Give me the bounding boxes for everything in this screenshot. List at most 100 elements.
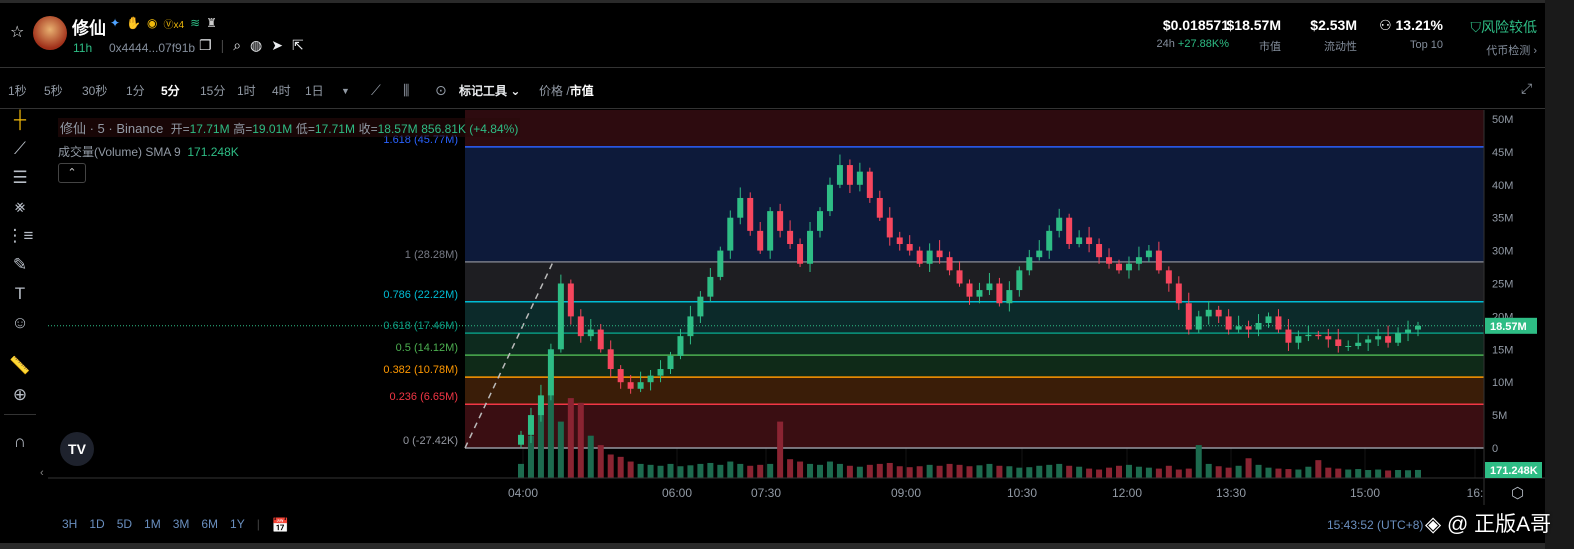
volume-bar <box>627 461 634 478</box>
open-value: 17.71M <box>189 122 230 136</box>
volume-bar <box>717 464 724 478</box>
tf-dropdown-icon[interactable]: ▼ <box>341 85 350 96</box>
candle-body <box>1086 237 1093 245</box>
price-value: $0.018571 <box>1162 17 1229 33</box>
scrollbar[interactable] <box>1545 0 1574 549</box>
telegram-icon[interactable]: ➤ <box>271 37 283 53</box>
mcap-toggle[interactable]: 市值 <box>569 84 594 98</box>
tf-5m[interactable]: 5分 <box>161 84 180 98</box>
price-chart[interactable]: 0 (-27.42K) 0.236 (6.65M) 0.382 (10.78M) 0.… <box>0 0 1545 510</box>
liquidity-label: 流动性 <box>1324 41 1357 53</box>
candle-body <box>1315 334 1322 337</box>
tf-1s[interactable]: 1秒 <box>8 84 27 98</box>
candle-body <box>697 296 704 317</box>
goto-date-icon[interactable]: 📅 <box>271 517 290 533</box>
volume-bar <box>577 402 584 478</box>
favorite-star-icon[interactable]: ☆ <box>10 24 25 41</box>
range-3h[interactable]: 3H <box>62 517 78 531</box>
stat-price: $0.018571 24h +27.88K% <box>1157 17 1230 50</box>
tf-30s[interactable]: 30秒 <box>82 84 108 98</box>
range-1d[interactable]: 1D <box>89 517 105 531</box>
drawing-tools-dropdown[interactable]: 标记工具 ⌄ <box>459 84 521 98</box>
share-icon[interactable]: ⇱ <box>292 37 304 53</box>
scroll-left-icon[interactable]: ‹ <box>40 467 44 479</box>
time-tick-label: 16: <box>1467 486 1484 500</box>
tf-4h[interactable]: 4时 <box>272 84 291 98</box>
fullscreen-icon[interactable]: ⤢ <box>1521 80 1533 96</box>
globe-icon[interactable]: ◍ <box>250 37 263 53</box>
range-5d[interactable]: 5D <box>116 517 133 531</box>
candle-body <box>936 250 943 258</box>
range-1m[interactable]: 1M <box>144 517 161 531</box>
volume-bar <box>976 465 983 478</box>
candle-body <box>1116 263 1122 271</box>
tf-15m[interactable]: 15分 <box>200 84 226 98</box>
candle-type-icon[interactable]: ⫼ <box>403 82 410 98</box>
contract-address[interactable]: 0x4444...07f91b <box>109 41 196 55</box>
candle-body <box>737 197 744 218</box>
watermark-text: @ 正版A哥 <box>1447 513 1552 536</box>
candle-body <box>547 349 554 396</box>
volume-bar <box>876 463 883 478</box>
volume-bar <box>537 407 544 478</box>
volume-bar <box>1325 467 1332 478</box>
volume-bar <box>1046 464 1053 478</box>
candle-body <box>537 395 544 416</box>
candle-body <box>1016 270 1023 291</box>
chart-settings-icon[interactable]: ⬡ <box>1511 485 1525 502</box>
horizontal-lines-icon[interactable]: ☰ <box>12 168 28 187</box>
search-icon[interactable]: ⌕ <box>233 37 242 53</box>
candle-body <box>1155 250 1162 271</box>
text-icon[interactable]: T <box>14 284 26 303</box>
candle-body <box>1355 342 1362 347</box>
volume-bar <box>946 463 953 478</box>
magnet-icon[interactable]: ∩ <box>13 432 27 451</box>
brush-icon[interactable]: ✎ <box>12 255 28 274</box>
tf-5s[interactable]: 5秒 <box>44 84 63 98</box>
tf-1m[interactable]: 1分 <box>126 84 145 98</box>
risk-check[interactable]: ⛉风险较低 代币检测 › <box>1471 17 1538 58</box>
price-toggle[interactable]: 价格 <box>539 84 564 98</box>
time-tick-label: 04:00 <box>508 486 538 500</box>
volume-bar <box>1195 445 1202 478</box>
volume-bar <box>1165 465 1172 478</box>
candle-body <box>916 250 923 264</box>
indicator-icon[interactable]: ⟋ <box>371 82 381 98</box>
tf-1h[interactable]: 1时 <box>237 84 256 98</box>
time-tick-label: 10:30 <box>1007 486 1037 500</box>
copy-icon[interactable]: ❐ <box>199 37 212 53</box>
volume-bar <box>996 465 1003 478</box>
badges: ✦ ✋ ◉ Ⓥx4 ≋ ♜ <box>110 16 217 31</box>
volume-bar <box>657 465 664 478</box>
tf-1d[interactable]: 1日 <box>305 84 324 98</box>
settings-icon[interactable]: ⊙ <box>435 82 447 98</box>
volume-bar <box>647 464 654 478</box>
top10-label: Top 10 <box>1409 39 1443 51</box>
drawing-toolbar: ┼ ⟋ ☰ ⨳ ⋮≡ ✎ T ☺ 📏 ⊕ ∩ <box>0 110 40 461</box>
stat-top10: ⚇ 13.21% Top 10 <box>1379 17 1443 51</box>
collapse-legend-button[interactable]: ⌃ <box>58 163 86 183</box>
volume-bar <box>1295 469 1302 478</box>
range-bar: 3H 1D 5D 1M 3M 6M 1Y | 📅 <box>62 517 290 533</box>
crosshair-icon[interactable]: ┼ <box>13 110 27 129</box>
zoom-in-icon[interactable]: ⊕ <box>12 385 28 404</box>
candle-body <box>1006 290 1013 304</box>
volume-bar <box>896 466 903 478</box>
fib-icon[interactable]: ⋮≡ <box>6 226 34 245</box>
range-1y[interactable]: 1Y <box>230 517 245 531</box>
period-label: 24h <box>1156 38 1175 50</box>
pattern-icon[interactable]: ⨳ <box>14 197 26 216</box>
token-check-link[interactable]: 代币检测 › <box>1486 45 1537 57</box>
range-3m[interactable]: 3M <box>172 517 190 531</box>
volume-bar <box>1345 469 1352 478</box>
users-icon: ⚇ <box>1379 17 1392 33</box>
candle-body <box>996 283 1003 304</box>
range-6m[interactable]: 6M <box>201 517 219 531</box>
tradingview-logo[interactable]: TV <box>60 432 94 466</box>
emoji-icon[interactable]: ☺ <box>11 313 29 332</box>
volume-bar <box>1185 468 1192 478</box>
ruler-icon[interactable]: 📏 <box>9 356 31 375</box>
trendline-icon[interactable]: ⟋ <box>14 139 26 158</box>
candle-body <box>1026 257 1033 271</box>
candle-body <box>956 270 963 284</box>
